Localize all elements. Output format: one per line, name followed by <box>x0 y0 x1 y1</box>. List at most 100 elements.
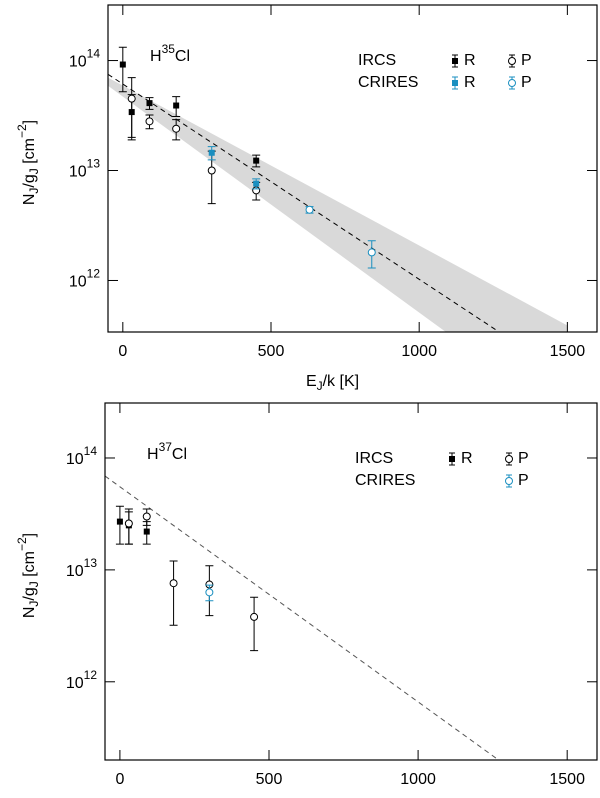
y-tick-exponent: 14 <box>84 444 98 458</box>
y-axis-label-part: −2 <box>15 124 29 138</box>
y-axis-label: NJ/gJ [cm−2] <box>15 533 41 618</box>
y-axis-label-part: J <box>27 188 41 194</box>
point <box>142 512 151 521</box>
x-axis-label-part: J <box>317 379 323 393</box>
y-tick-base: 10 <box>69 164 87 181</box>
y-tick-base: 10 <box>69 54 87 71</box>
annotation-part: Cl <box>175 48 190 65</box>
legend-label: P <box>518 450 529 467</box>
point <box>146 100 153 107</box>
y-tick-base: 10 <box>66 451 84 468</box>
x-axis-label: EJ/k [K] <box>306 373 359 393</box>
legend-label: R <box>464 74 476 91</box>
point <box>124 519 133 528</box>
y-axis-label-part: /g <box>21 587 38 600</box>
x-tick-label: 500 <box>256 771 283 788</box>
x-tick-label: 500 <box>258 343 285 360</box>
error-bar <box>169 560 178 626</box>
point <box>367 248 376 257</box>
uncertainty-band <box>108 77 568 332</box>
legend-label: P <box>518 472 529 489</box>
point <box>253 157 260 164</box>
legend-label: R <box>464 52 476 69</box>
legend-symbol <box>508 57 516 65</box>
annotation: H37Cl <box>147 440 187 463</box>
y-axis-label-part: /g <box>21 174 38 187</box>
annotation-part: H <box>150 48 162 65</box>
y-tick-exponent: 12 <box>87 267 101 281</box>
fit-line <box>108 73 500 332</box>
y-axis-label-part: ] <box>21 120 38 124</box>
x-tick-label: 1500 <box>550 343 586 360</box>
point <box>305 205 314 214</box>
y-axis-label: NJ/gJ [cm−2] <box>15 120 41 205</box>
y-tick-label: 1014 <box>69 47 100 71</box>
legend-symbol <box>452 80 458 86</box>
y-tick-exponent: 12 <box>84 668 98 682</box>
point <box>172 124 181 133</box>
legend-instrument: IRCS <box>358 52 396 69</box>
y-tick-exponent: 13 <box>84 556 98 570</box>
x-tick-label: 1000 <box>400 771 436 788</box>
error-bar <box>115 505 124 545</box>
y-tick-exponent: 13 <box>87 157 101 171</box>
error-bar <box>127 77 136 138</box>
y-axis-label-part: ] <box>21 533 38 537</box>
annotation: H35Cl <box>150 42 190 65</box>
legend-label: R <box>461 450 473 467</box>
y-tick-exponent: 14 <box>87 47 101 61</box>
annotation-part: Cl <box>172 446 187 463</box>
y-axis-label-part: J <box>27 168 41 174</box>
y-tick-label: 1013 <box>66 556 97 580</box>
point <box>119 61 126 68</box>
annotation-part: 37 <box>159 440 173 454</box>
plot-frame <box>104 402 598 761</box>
legend-instrument: IRCS <box>355 450 393 467</box>
point <box>143 528 150 535</box>
point <box>250 612 259 621</box>
x-axis-label-part: E <box>306 373 317 390</box>
y-axis-label-part: [cm <box>21 138 38 168</box>
y-axis-label-part: −2 <box>15 537 29 551</box>
error-bar <box>118 46 127 93</box>
legend-symbol <box>505 455 513 463</box>
annotation-part: H <box>147 446 159 463</box>
error-bar <box>250 596 259 652</box>
y-tick-base: 10 <box>66 675 84 692</box>
legend-label: P <box>521 74 532 91</box>
point <box>116 518 123 525</box>
legend-symbol <box>508 79 516 87</box>
y-tick-base: 10 <box>66 563 84 580</box>
y-axis-label-part: [cm <box>21 551 38 581</box>
legend-instrument: CRIRES <box>358 74 418 91</box>
y-tick-label: 1012 <box>66 668 97 692</box>
point <box>145 117 154 126</box>
y-axis-label-part: J <box>27 601 41 607</box>
point <box>208 149 215 156</box>
point <box>169 579 178 588</box>
y-axis-label-part: J <box>27 581 41 587</box>
y-axis-label-part: N <box>21 607 38 619</box>
point <box>207 166 216 175</box>
point <box>205 588 214 597</box>
x-tick-label: 1500 <box>549 771 585 788</box>
point <box>127 94 136 103</box>
y-tick-label: 1012 <box>69 267 100 291</box>
point <box>173 102 180 109</box>
legend-symbol <box>449 456 455 462</box>
x-axis-label-part: /k [K] <box>323 373 359 390</box>
legend-symbol <box>505 477 513 485</box>
point <box>253 180 260 187</box>
x-tick-label: 0 <box>115 771 124 788</box>
legend-symbol <box>452 58 458 64</box>
y-tick-base: 10 <box>69 274 87 291</box>
legend-label: P <box>521 52 532 69</box>
legend-instrument: CRIRES <box>355 472 415 489</box>
plot-frame <box>107 4 598 333</box>
y-tick-label: 1014 <box>66 444 97 468</box>
x-tick-label: 1000 <box>401 343 437 360</box>
y-tick-label: 1013 <box>69 157 100 181</box>
x-tick-label: 0 <box>118 343 127 360</box>
